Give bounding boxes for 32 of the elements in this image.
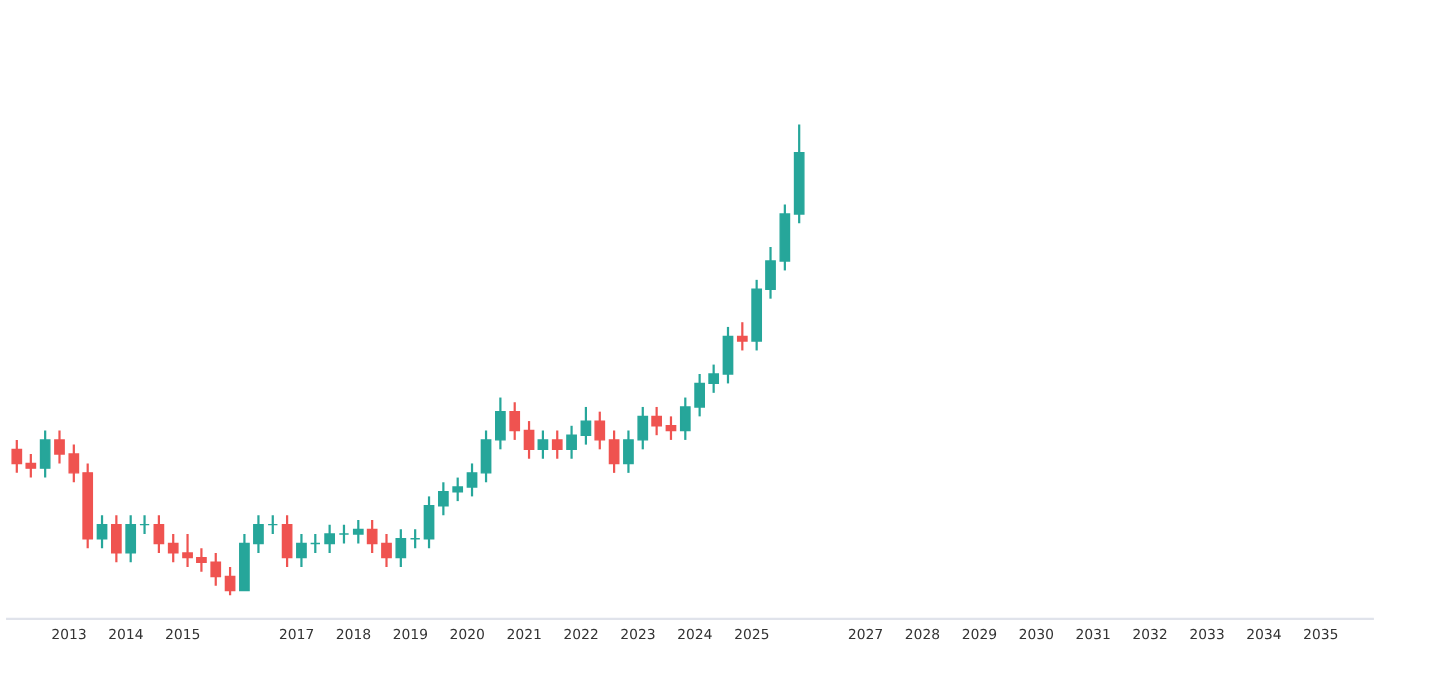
candlestick bbox=[651, 405, 663, 437]
candlestick bbox=[594, 410, 606, 451]
candlestick bbox=[324, 523, 336, 554]
candlestick bbox=[608, 429, 620, 474]
candlestick bbox=[267, 514, 279, 536]
candlestick bbox=[537, 429, 549, 460]
candlestick bbox=[722, 325, 734, 385]
candlestick bbox=[281, 514, 293, 569]
candlestick bbox=[466, 462, 478, 498]
candlestick bbox=[665, 415, 677, 442]
candlestick bbox=[110, 514, 122, 564]
candlestick bbox=[509, 401, 521, 442]
candlestick bbox=[125, 514, 137, 564]
candlestick bbox=[566, 424, 577, 460]
candlestick bbox=[352, 518, 364, 545]
candlestick bbox=[139, 514, 150, 536]
candlestick bbox=[736, 321, 748, 352]
candlestick bbox=[409, 528, 421, 550]
candlestick bbox=[523, 419, 535, 460]
candlestick bbox=[580, 405, 592, 446]
candlestick bbox=[296, 532, 307, 569]
candlestick bbox=[39, 429, 51, 479]
candlestick bbox=[480, 429, 492, 484]
candlestick bbox=[551, 429, 563, 460]
candlestick bbox=[338, 523, 350, 545]
candlestick bbox=[309, 532, 321, 554]
candlestick bbox=[153, 514, 165, 554]
candlestick bbox=[96, 514, 108, 550]
candlestick bbox=[423, 495, 435, 550]
candlestick bbox=[224, 565, 236, 597]
candlestick bbox=[495, 396, 506, 451]
candlestick bbox=[395, 528, 407, 569]
